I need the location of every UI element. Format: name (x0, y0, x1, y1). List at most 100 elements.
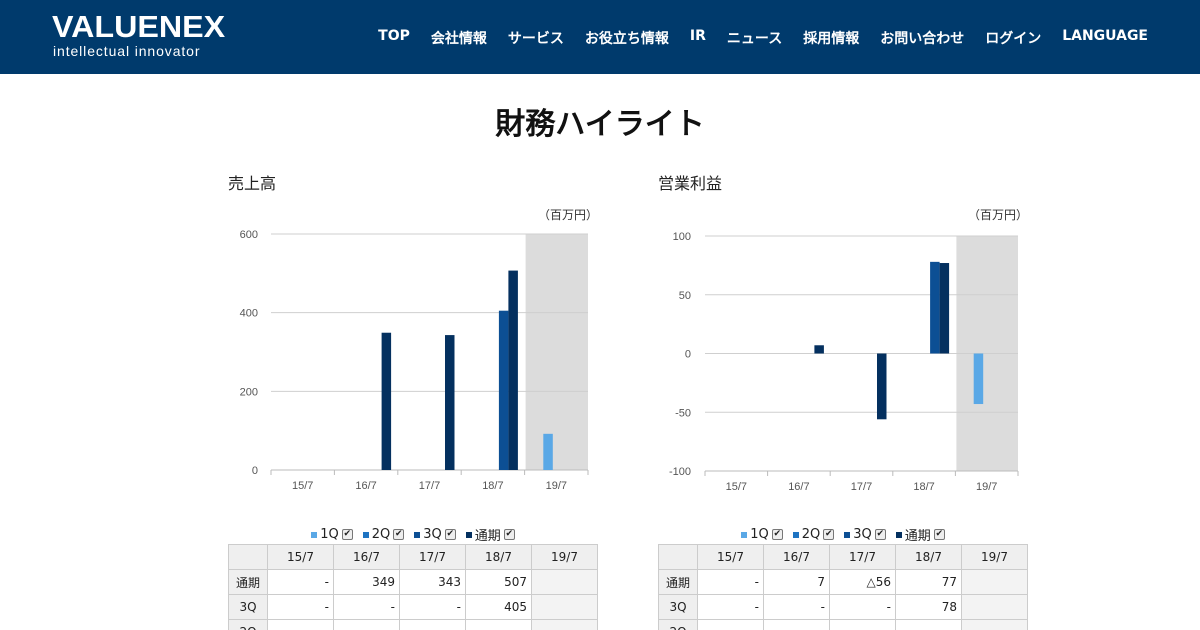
legend-checkbox[interactable]: ✔ (393, 529, 405, 540)
chart-legend: 1Q ✔ 2Q ✔ 3Q ✔ 通期 ✔ (658, 525, 1028, 544)
y-tick-label: 100 (673, 231, 691, 243)
bar-3q[interactable] (498, 310, 509, 470)
table-header-cell: 15/7 (267, 544, 334, 570)
sales-table: 15/7 16/7 17/7 18/7 19/7 通期 -349 343 507 3Q - - -405… (228, 544, 598, 630)
legend-swatch (414, 531, 421, 538)
table-cell: - (267, 594, 334, 620)
table-row: 通期 -7 △56 77 (658, 569, 1028, 595)
table-header-cell: 15/7 (697, 544, 764, 570)
nav-news[interactable]: ニュース (726, 31, 783, 47)
legend-label: 通期 (474, 529, 501, 544)
table-header-cell (658, 544, 698, 570)
bar-annual[interactable] (939, 263, 950, 354)
x-tick-label: 18/7 (913, 481, 934, 493)
x-tick-label: 19/7 (976, 481, 997, 493)
operating-income-bar-chart: -100 -50 0 50 100 15/7 16/7 17/7 18/7 19/7 (669, 231, 1019, 493)
table-cell: 405 (465, 594, 532, 620)
x-tick-label: 16/7 (788, 481, 809, 493)
table-cell (333, 619, 400, 630)
nav-language[interactable]: LANGUAGE (1062, 28, 1148, 44)
legend-label: 通期 (904, 529, 931, 544)
x-tick-label: 18/7 (482, 480, 503, 492)
bar-3q[interactable] (930, 261, 940, 354)
legend-item-annual[interactable]: 通期 ✔ (895, 525, 945, 544)
legend-item-2q[interactable]: 2Q ✔ (362, 525, 405, 544)
logo[interactable]: VALUENEX (52, 9, 226, 44)
legend-item-1q[interactable]: 1Q ✔ (311, 525, 353, 544)
table-cell: 77 (895, 569, 962, 595)
nav-contact[interactable]: お問い合わせ (880, 31, 965, 47)
nav-top[interactable]: TOP (378, 28, 410, 44)
x-tick-label: 16/7 (355, 480, 376, 492)
bar-annual[interactable] (445, 335, 455, 470)
nav-useful-info[interactable]: お役立ち情報 (584, 31, 669, 47)
table-header-cell: 17/7 (829, 544, 896, 570)
legend-checkbox[interactable]: ✔ (771, 529, 783, 540)
y-tick-label: 0 (685, 349, 691, 361)
legend-label: 2Q (371, 527, 391, 542)
table-header-cell: 16/7 (763, 544, 830, 570)
table-row: 3Q - - -78 (658, 594, 1028, 620)
table-cell (829, 619, 896, 630)
bar-1q[interactable] (973, 353, 984, 405)
table-cell: - (399, 594, 466, 620)
nav-recruit[interactable]: 採用情報 (803, 31, 860, 47)
legend-checkbox[interactable]: ✔ (341, 529, 353, 540)
legend-label: 1Q (320, 527, 339, 542)
nav-login[interactable]: ログイン (985, 31, 1042, 47)
table-header-cell: 18/7 (465, 544, 532, 570)
y-tick-label: 600 (240, 229, 258, 241)
logo-tagline: intellectual innovator (53, 43, 201, 59)
unit-label: （百万円） (537, 208, 598, 222)
table-cell: △56 (829, 569, 896, 595)
bar-annual[interactable] (877, 353, 887, 420)
legend-item-3q[interactable]: 3Q ✔ (414, 525, 456, 544)
legend-checkbox[interactable]: ✔ (444, 529, 456, 540)
table-row: 通期 -349 343 507 (228, 569, 598, 595)
table-cell: - (763, 594, 830, 620)
table-cell (267, 619, 334, 630)
bar-annual[interactable] (814, 345, 824, 354)
legend-item-1q[interactable]: 1Q ✔ (741, 525, 783, 544)
legend-checkbox[interactable]: ✔ (503, 529, 515, 540)
legend-label: 2Q (801, 527, 821, 542)
legend-swatch (741, 531, 748, 538)
nav-ir[interactable]: IR (689, 28, 706, 44)
y-tick-label: 0 (252, 465, 258, 477)
legend-item-annual[interactable]: 通期 ✔ (465, 525, 515, 544)
table-cell (961, 594, 1028, 620)
legend-swatch (792, 531, 799, 538)
legend-swatch (895, 531, 902, 538)
table-header-cell: 17/7 (399, 544, 466, 570)
legend-checkbox[interactable]: ✔ (874, 529, 886, 540)
legend-item-3q[interactable]: 3Q ✔ (844, 525, 886, 544)
table-cell: - (697, 594, 764, 620)
table-cell (465, 619, 532, 630)
row-label: 2Q (228, 619, 268, 630)
nav-company[interactable]: 会社情報 (430, 31, 487, 47)
sales-chart-block: 売上高 （百万円） 0 200 400 600 15/7 16/7 17/7 18/7 19/7… (228, 170, 598, 630)
table-cell (961, 569, 1028, 595)
legend-checkbox[interactable]: ✔ (933, 529, 945, 540)
table-cell: 7 (763, 569, 830, 595)
legend-label: 3Q (423, 527, 442, 542)
bar-annual[interactable] (381, 332, 392, 470)
table-cell (697, 619, 764, 630)
legend-swatch (311, 531, 318, 538)
legend-item-2q[interactable]: 2Q ✔ (792, 525, 835, 544)
table-cell (531, 594, 598, 620)
table-header-cell: 18/7 (895, 544, 962, 570)
legend-checkbox[interactable]: ✔ (823, 529, 835, 540)
row-label: 3Q (228, 594, 268, 620)
chart-title: 売上高 (228, 174, 277, 193)
nav-services[interactable]: サービス (507, 31, 564, 47)
bar-annual[interactable] (508, 270, 518, 470)
bar-1q[interactable] (543, 433, 553, 470)
table-header-cell: 16/7 (333, 544, 400, 570)
table-cell: - (697, 569, 764, 595)
table-cell: - (829, 594, 896, 620)
site-header: VALUENEX intellectual innovator TOP 会社情報… (0, 0, 1200, 74)
x-tick-label: 15/7 (292, 480, 313, 492)
legend-label: 3Q (853, 527, 872, 542)
